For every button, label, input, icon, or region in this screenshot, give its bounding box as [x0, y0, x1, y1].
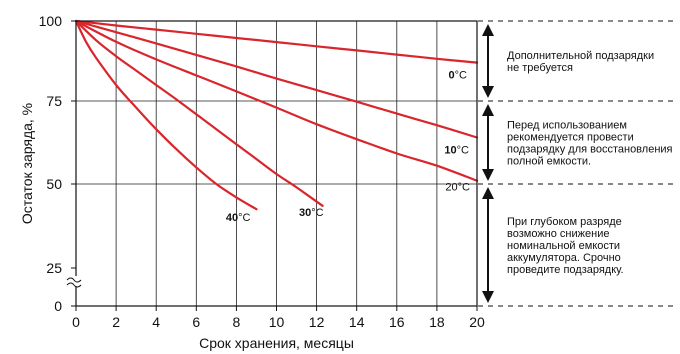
axis-break-icon	[66, 276, 82, 288]
x-tick-label: 20	[469, 314, 485, 330]
zone-text-line: полной емкости.	[507, 156, 591, 168]
arrow-up-icon	[482, 24, 494, 36]
arrow-down-icon	[482, 291, 494, 303]
curve-label-40c: 40°C	[226, 212, 251, 224]
zone-text-line: При глубоком разряде	[507, 216, 622, 228]
curve-10c	[74, 19, 479, 139]
y-axis-label: Остаток заряда, %	[19, 103, 35, 224]
curve-40c	[74, 19, 258, 211]
curve-30c	[74, 19, 324, 207]
x-tick-label: 0	[72, 314, 80, 330]
x-tick-labels: 0 2 4 6 8 10 12 14 16 18 20	[72, 314, 485, 330]
curve-20c	[74, 19, 479, 182]
y-tick-label: 100	[39, 13, 63, 29]
x-axis-label: Срок хранения, месяцы	[199, 335, 354, 351]
axes	[66, 20, 478, 311]
arrow-up-icon	[482, 187, 494, 199]
zone-text-line: аккумулятора. Срочно	[507, 252, 621, 264]
curve-label-0c: 0°C	[449, 70, 468, 82]
y-tick-labels: 0 25 50 75 100	[39, 13, 63, 314]
x-tick-label: 10	[269, 314, 285, 330]
zone-text-line: рекомендуется провести	[507, 132, 634, 144]
x-tick-label: 14	[349, 314, 365, 330]
x-tick-label: 12	[309, 314, 325, 330]
grid-lines	[75, 21, 478, 306]
zone-text-line: подзарядку для восстановления	[507, 144, 673, 156]
curves	[74, 19, 479, 211]
y-tick-label: 50	[46, 176, 62, 192]
curve-label-30c: 30°C	[299, 207, 324, 219]
y-tick-label: 25	[46, 260, 62, 276]
zone-text-line: не требуется	[507, 62, 573, 74]
zone-text-line: проведите подзарядку.	[507, 264, 624, 276]
x-tick-label: 4	[152, 314, 160, 330]
arrow-up-icon	[482, 104, 494, 116]
arrow-down-icon	[482, 86, 494, 98]
y-tick-label: 75	[46, 93, 62, 109]
x-tick-label: 18	[429, 314, 445, 330]
zone-text-line: номинальной емкости	[507, 240, 620, 252]
y-tick-label: 0	[54, 298, 62, 314]
curve-labels: 0°C 10°C 20°C 30°C 40°C	[226, 70, 470, 225]
curve-label-20c: 20°C	[445, 182, 470, 194]
curve-label-10c: 10°C	[444, 145, 469, 157]
zone-text-line: возможно снижение	[507, 228, 609, 240]
curve-0c	[74, 19, 479, 64]
x-tick-label: 8	[233, 314, 241, 330]
x-tick-label: 2	[112, 314, 120, 330]
arrow-down-icon	[482, 169, 494, 181]
x-tick-label: 6	[192, 314, 200, 330]
x-tick-label: 16	[389, 314, 405, 330]
zone-text-line: Дополнительной подзарядки	[507, 50, 654, 62]
zone-text-line: Перед использованием	[507, 120, 627, 132]
